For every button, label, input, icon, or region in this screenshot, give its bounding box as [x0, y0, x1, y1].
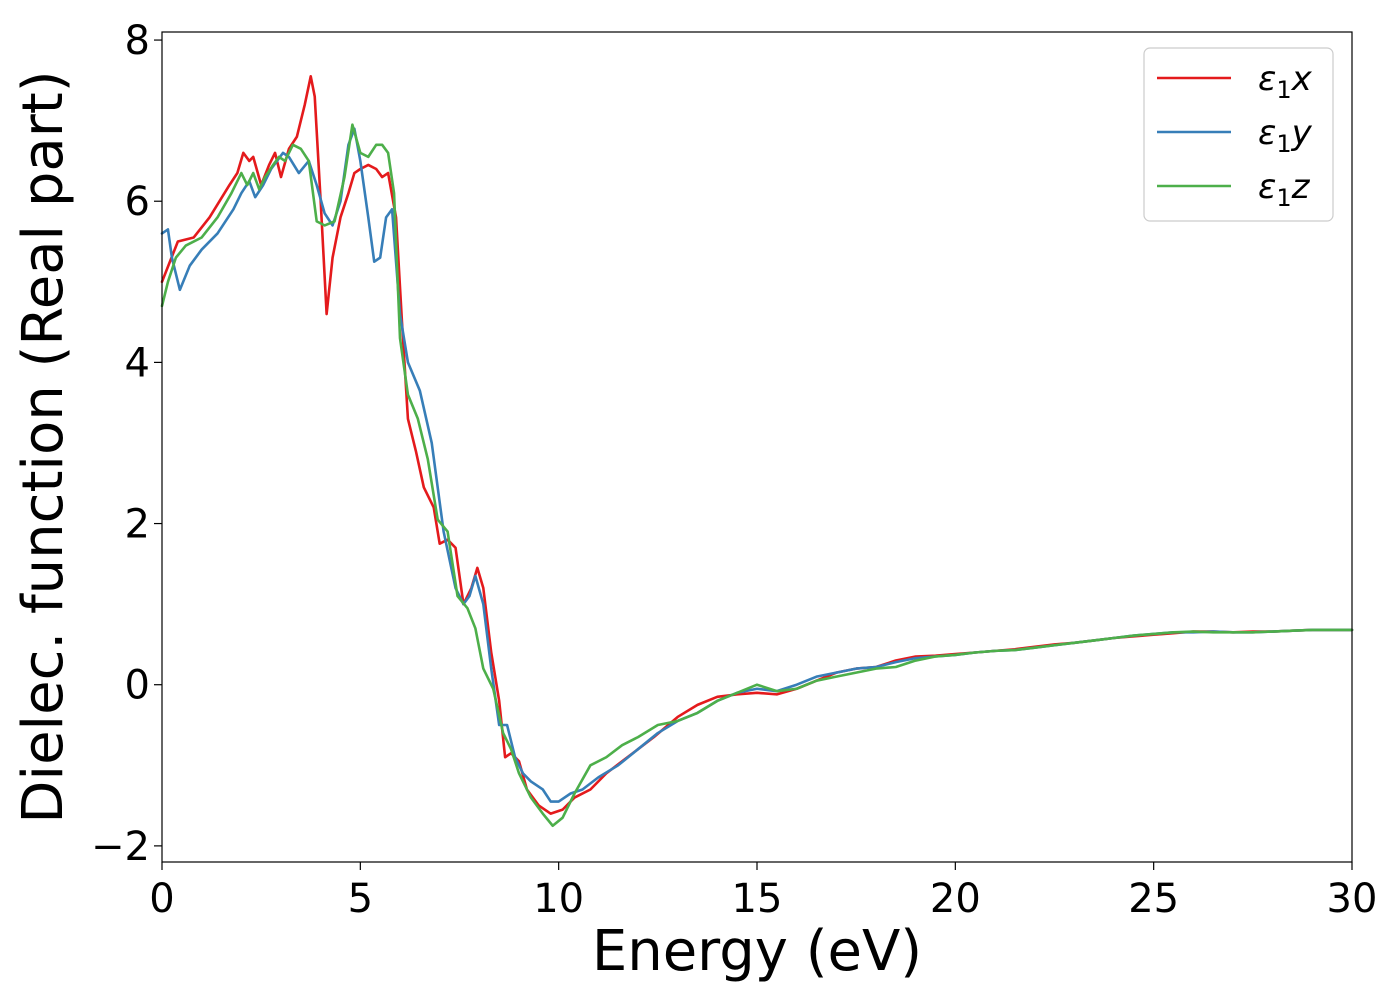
legend: ε1x ε1y ε1z [1143, 47, 1334, 222]
y-tick-label: 2 [125, 502, 150, 548]
x-axis: 0 5 10 15 20 25 30 [149, 862, 1377, 922]
y-tick-label: 8 [125, 18, 150, 64]
x-tick-label: 25 [1128, 876, 1179, 922]
legend-label-z: ε1z [1258, 167, 1311, 212]
y-tick-label: 0 [125, 663, 150, 709]
y-axis-label: Dielec. function (Real part) [11, 70, 76, 823]
x-tick-label: 5 [348, 876, 373, 922]
x-tick-label: 30 [1327, 876, 1378, 922]
x-axis-label: Energy (eV) [592, 919, 922, 984]
y-axis: −2 0 2 4 6 8 [91, 18, 162, 870]
y-tick-label: −2 [91, 824, 150, 870]
y-tick-label: 6 [125, 179, 150, 225]
legend-label-x: ε1x [1258, 59, 1313, 104]
legend-box [1143, 47, 1334, 222]
x-tick-label: 15 [732, 876, 783, 922]
x-tick-label: 10 [533, 876, 584, 922]
series-layer [160, 75, 1354, 828]
x-tick-label: 20 [930, 876, 981, 922]
y-tick-label: 4 [125, 340, 150, 386]
x-tick-label: 0 [149, 876, 174, 922]
legend-label-y: ε1y [1258, 113, 1313, 158]
series-line-z [160, 123, 1354, 828]
